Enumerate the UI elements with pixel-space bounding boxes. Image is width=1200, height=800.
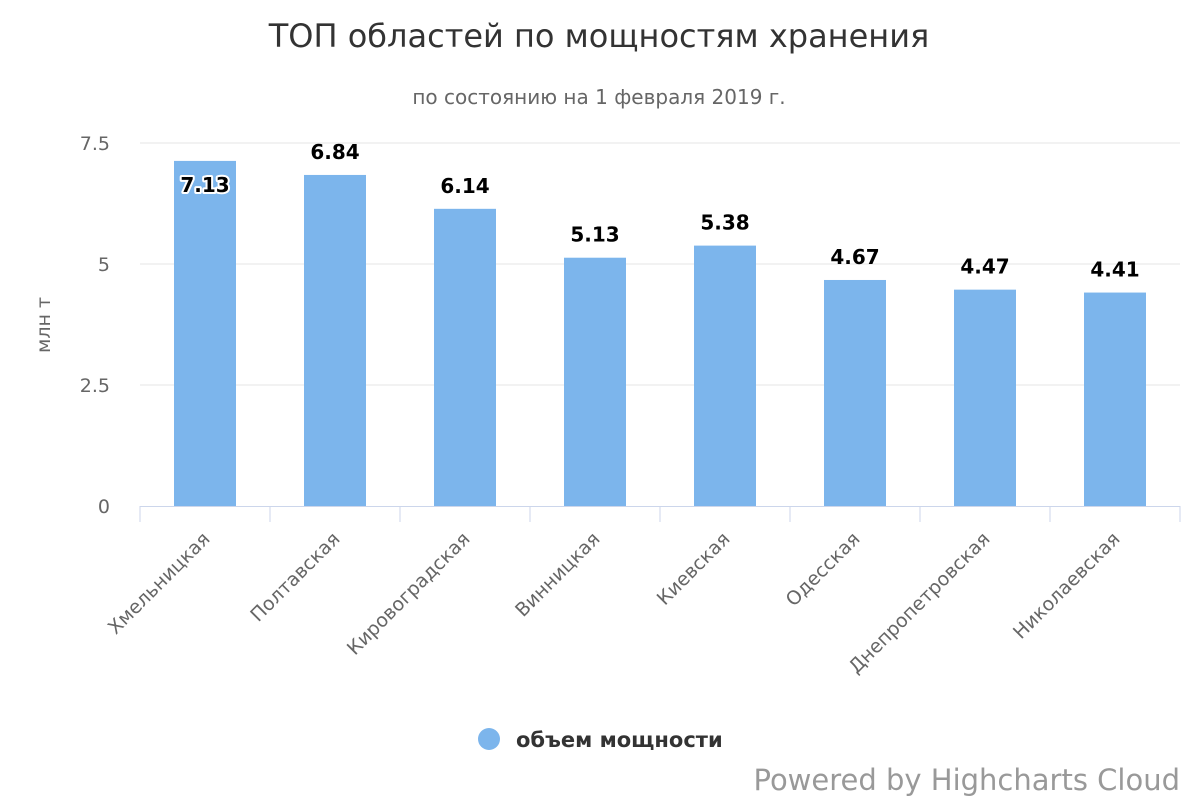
- bar[interactable]: [824, 279, 886, 506]
- data-label: 5.38: [700, 211, 749, 235]
- credits-link[interactable]: Powered by Highcharts Cloud: [753, 763, 1180, 797]
- x-tick-label: Киевская: [653, 528, 735, 610]
- bar[interactable]: [434, 208, 496, 506]
- data-label: 6.84: [310, 140, 359, 164]
- legend-item-label[interactable]: объем мощности: [516, 728, 723, 752]
- legend[interactable]: объем мощности: [478, 728, 723, 752]
- bars[interactable]: [174, 160, 1146, 506]
- x-tick-label: Хмельницкая: [104, 528, 215, 639]
- bar[interactable]: [304, 174, 366, 506]
- chart-title: ТОП областей по мощностям хранения: [268, 17, 930, 55]
- data-label: 4.47: [960, 255, 1009, 279]
- bar[interactable]: [564, 257, 626, 506]
- x-tick-label: Полтавская: [246, 528, 344, 626]
- bar[interactable]: [954, 289, 1016, 506]
- y-axis-label: млн т: [33, 297, 55, 353]
- x-tick-label: Одесская: [782, 528, 865, 611]
- data-label: 4.67: [830, 245, 879, 269]
- data-label: 5.13: [570, 223, 619, 247]
- gridlines: [140, 142, 1180, 386]
- x-tick-label: Днепропетровская: [845, 528, 995, 678]
- legend-marker[interactable]: [478, 728, 500, 750]
- data-label: 7.13: [180, 173, 229, 197]
- x-tick-label: Кировоградская: [343, 528, 475, 660]
- bar[interactable]: [1084, 292, 1146, 506]
- data-labels: 7.13 6.84 6.14 5.13 5.38 4.67 4.47 4.41: [178, 140, 1139, 282]
- bar[interactable]: [694, 245, 756, 506]
- x-tick-label: Николаевская: [1009, 528, 1125, 644]
- y-tick-label: 5: [98, 254, 110, 276]
- data-label: 6.14: [440, 174, 489, 198]
- y-axis-ticks: 0 2.5 5 7.5: [80, 133, 110, 518]
- y-tick-label: 2.5: [80, 375, 110, 397]
- chart-subtitle: по состоянию на 1 февраля 2019 г.: [412, 85, 785, 109]
- bar[interactable]: [174, 160, 236, 506]
- data-label: 4.41: [1090, 258, 1139, 282]
- x-tick-label: Винницкая: [511, 528, 604, 621]
- y-tick-label: 7.5: [80, 133, 110, 155]
- y-tick-label: 0: [98, 496, 110, 518]
